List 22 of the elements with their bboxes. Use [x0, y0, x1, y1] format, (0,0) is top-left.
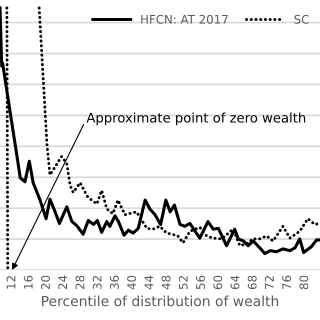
- x-tick-label: 72: [264, 276, 274, 289]
- x-tick-label: 36: [110, 276, 119, 290]
- x-tick-label: 76: [282, 276, 292, 289]
- x-tick-label: 32: [92, 276, 102, 290]
- x-tick-label: 60: [213, 276, 222, 290]
- x-tick-label: 40: [127, 276, 136, 290]
- x-tick-label: 68: [248, 276, 257, 290]
- x-tick-label: 12: [6, 276, 16, 289]
- legend-label: HFCN: AT 2017: [141, 14, 228, 24]
- x-tick-label: 24: [58, 276, 67, 290]
- x-tick-label: 48: [162, 276, 171, 290]
- x-tick-label: 44: [144, 276, 154, 290]
- x-tick-label: 56: [196, 276, 205, 290]
- x-tick-label: 20: [41, 276, 50, 290]
- x-tick-label: 28: [75, 276, 84, 290]
- x-tick-label: 52: [178, 276, 188, 290]
- x-tick-label: 80: [299, 276, 308, 290]
- x-axis-title: Percentile of distribution of wealth: [42, 296, 278, 306]
- x-tick-label: 64: [230, 276, 240, 290]
- legend-label: SC: [294, 14, 309, 24]
- annotation: Approximate point of zero wealth: [86, 112, 306, 126]
- x-tick-label: 16: [24, 276, 33, 289]
